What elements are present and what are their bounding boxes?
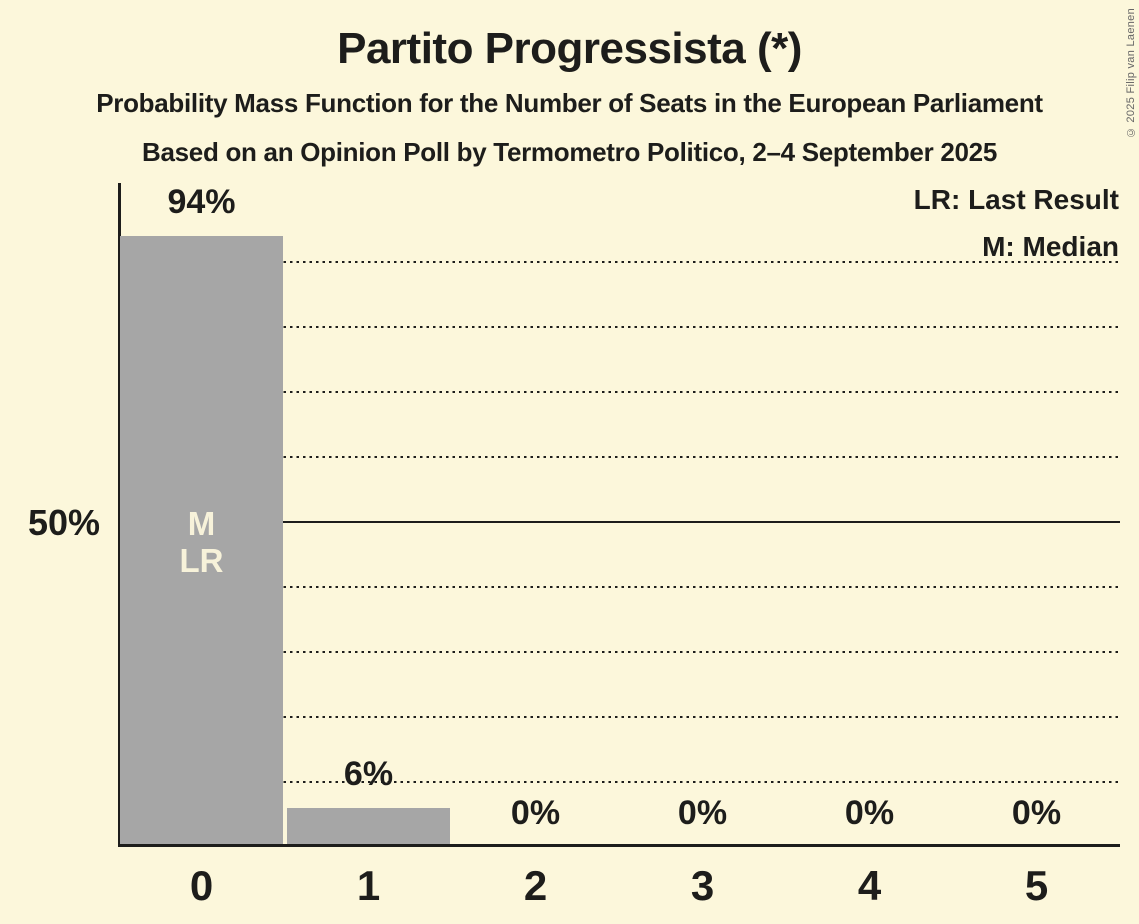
gridline-70pct	[121, 390, 1120, 393]
legend-last-result: LR: Last Result	[913, 184, 1119, 215]
gridline-20pct	[121, 715, 1120, 718]
y-axis-line	[118, 183, 121, 847]
gridline-10pct	[121, 780, 1120, 783]
gridline-40pct	[121, 585, 1120, 588]
bar-seats-0	[120, 236, 283, 847]
x-tick-seats-4: 4	[857, 862, 882, 909]
chart-title: Partito Progressista (*)	[337, 24, 802, 73]
value-label-seats-2: 0%	[510, 794, 561, 832]
x-tick-seats-1: 1	[356, 862, 381, 909]
bar-annotation-seats-0: M LR	[118, 505, 285, 579]
chart-source-line: Based on an Opinion Poll by Termometro P…	[142, 137, 997, 167]
value-label-seats-0: 94%	[167, 183, 236, 221]
value-label-seats-5: 0%	[1011, 794, 1062, 832]
bar-annotation-line: LR	[179, 541, 224, 579]
x-tick-seats-0: 0	[189, 862, 214, 909]
x-tick-seats-3: 3	[690, 862, 715, 909]
bar-annotation-line: M	[187, 504, 216, 542]
chart-subtitle: Probability Mass Function for the Number…	[96, 88, 1043, 118]
y-axis-label-50pct: 50%	[27, 502, 100, 543]
value-label-seats-1: 6%	[343, 755, 394, 793]
x-tick-seats-2: 2	[523, 862, 548, 909]
gridline-30pct	[121, 650, 1120, 653]
bar-seats-1	[287, 808, 450, 847]
copyright-notice: © 2025 Filip van Laenen	[1125, 8, 1137, 139]
reference-line-50pct	[121, 520, 1120, 523]
gridline-60pct	[121, 455, 1120, 458]
gridline-90pct	[121, 260, 1120, 263]
plot-area: 94% M LR 6% 0% 0% 0% 0%	[118, 183, 1120, 847]
legend-median: M: Median	[982, 231, 1119, 262]
gridline-80pct	[121, 325, 1120, 328]
value-label-seats-3: 0%	[677, 794, 728, 832]
value-label-seats-4: 0%	[844, 794, 895, 832]
x-axis-line	[118, 844, 1120, 847]
x-tick-seats-5: 5	[1024, 862, 1049, 909]
